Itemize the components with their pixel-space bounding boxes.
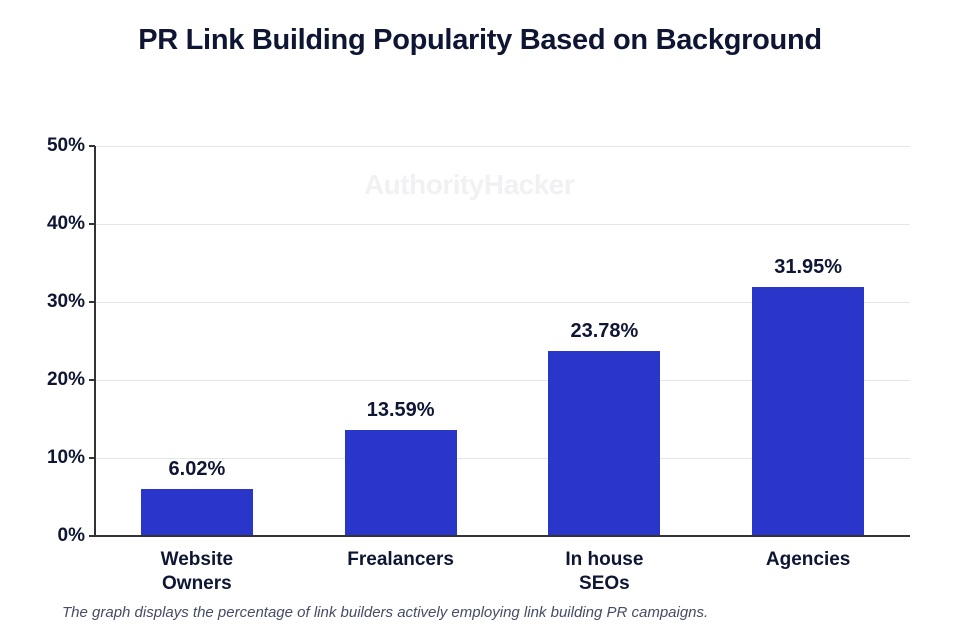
bar: 13.59% [345,430,457,536]
plot-area: 0%10%20%30%40%50%AuthorityHacker6.02%Web… [95,146,910,536]
y-tick-label: 30% [47,291,95,313]
x-tick-label: In houseSEOs [503,536,707,596]
chart-title: PR Link Building Popularity Based on Bac… [0,0,960,58]
gridline [95,146,910,147]
bar-value-label: 31.95% [752,256,864,287]
bar-value-label: 23.78% [548,320,660,351]
y-tick-label: 50% [47,135,95,157]
x-tick-label: Frealancers [299,536,503,572]
bar-value-label: 13.59% [345,399,457,430]
y-axis [94,146,96,536]
x-tick-label: WebsiteOwners [95,536,299,596]
y-tick-label: 40% [47,213,95,235]
gridline [95,224,910,225]
bar-chart: PR Link Building Popularity Based on Bac… [0,0,960,636]
watermark: AuthorityHacker [364,169,574,201]
x-tick-label: Agencies [706,536,910,572]
chart-caption: The graph displays the percentage of lin… [62,604,708,621]
bar-value-label: 6.02% [141,458,253,489]
bar: 6.02% [141,489,253,536]
y-tick-label: 10% [47,447,95,469]
y-tick-label: 20% [47,369,95,391]
x-axis [95,535,910,537]
bar: 23.78% [548,351,660,536]
bar: 31.95% [752,287,864,536]
